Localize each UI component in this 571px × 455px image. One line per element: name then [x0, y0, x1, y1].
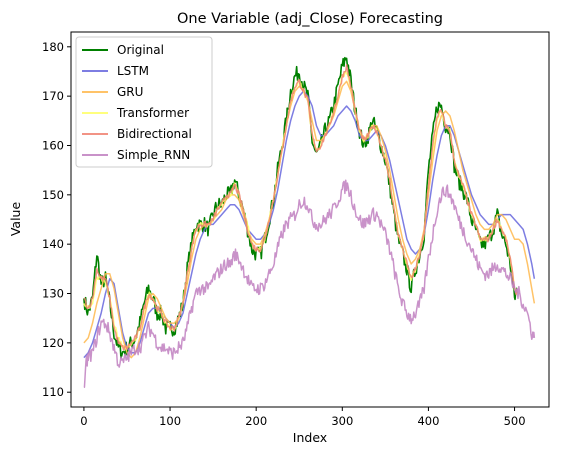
legend-label-bidirectional: Bidirectional: [117, 127, 192, 141]
y-tick-label: 120: [42, 336, 64, 350]
y-axis-label: Value: [8, 202, 23, 237]
series-layer: [83, 56, 536, 389]
x-axis-label: Index: [293, 430, 327, 445]
x-tick-label: 200: [245, 414, 267, 428]
legend-label-gru: GRU: [117, 85, 143, 99]
plot-frame: [70, 31, 550, 408]
x-tick-label: 300: [331, 414, 353, 428]
y-tick-label: 110: [42, 385, 64, 399]
x-axis: 0 100 200 300 400 500: [80, 407, 526, 428]
x-tick-label: 0: [80, 414, 87, 428]
chart-title: One Variable (adj_Close) Forecasting: [177, 11, 443, 27]
legend-label-lstm: LSTM: [117, 64, 149, 78]
legend: Original LSTM GRU Transformer Bidirectional S…: [75, 36, 213, 168]
y-tick-label: 180: [42, 40, 64, 54]
series-line-simple_rnn: [83, 179, 536, 389]
legend-label-simple_rnn: Simple_RNN: [117, 148, 190, 162]
y-tick-label: 150: [42, 188, 64, 202]
x-tick-label: 500: [504, 414, 526, 428]
y-tick-label: 130: [42, 287, 64, 301]
series-line-bidirectional: [83, 63, 518, 351]
y-tick-label: 160: [42, 138, 64, 152]
legend-label-original: Original: [117, 43, 164, 57]
x-tick-label: 400: [417, 414, 439, 428]
x-tick-label: 100: [159, 414, 181, 428]
y-axis: 110 120 130 140 150 160 170 180: [42, 40, 71, 399]
y-tick-label: 140: [42, 237, 64, 251]
legend-label-transformer: Transformer: [116, 106, 189, 120]
legend-box: [75, 36, 213, 168]
y-tick-label: 170: [42, 89, 64, 103]
